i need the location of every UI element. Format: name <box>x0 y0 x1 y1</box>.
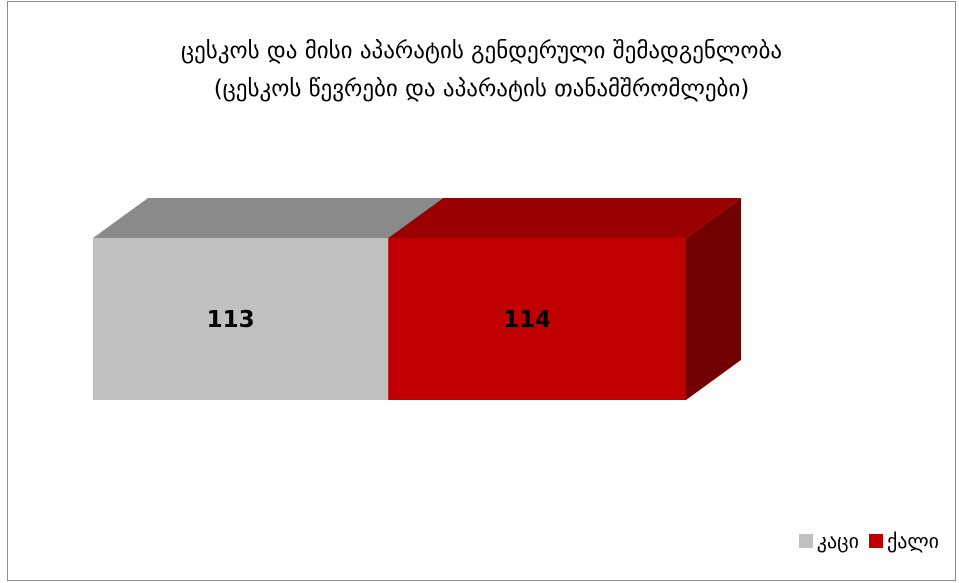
plot-area: 113 114 <box>93 198 741 400</box>
legend: კაცი ქალი <box>789 529 939 553</box>
bar-female-front <box>388 238 686 400</box>
legend-item-male: კაცი <box>798 529 859 553</box>
bar-female-side <box>686 198 741 400</box>
chart-title-line-2: (ცესკოს წევრები და აპარატის თანამშრომლებ… <box>213 76 750 102</box>
chart-area: ცესკოს და მისი აპარატის გენდერული შემადგ… <box>7 1 956 581</box>
bar-male-top <box>93 198 444 238</box>
legend-swatch-male <box>798 534 813 548</box>
legend-swatch-female <box>868 534 883 548</box>
data-label-female: 114 <box>503 307 551 333</box>
legend-item-female: ქალი <box>868 529 939 553</box>
bar-female-top <box>388 198 741 238</box>
bar-male-front <box>93 238 389 400</box>
legend-label-female: ქალი <box>886 529 939 553</box>
legend-label-male: კაცი <box>816 529 859 553</box>
chart-title-line-1: ცესკოს და მისი აპარატის გენდერული შემადგ… <box>180 38 783 64</box>
data-label-male: 113 <box>207 307 255 333</box>
chart-title: ცესკოს და მისი აპარატის გენდერული შემადგ… <box>8 32 955 108</box>
